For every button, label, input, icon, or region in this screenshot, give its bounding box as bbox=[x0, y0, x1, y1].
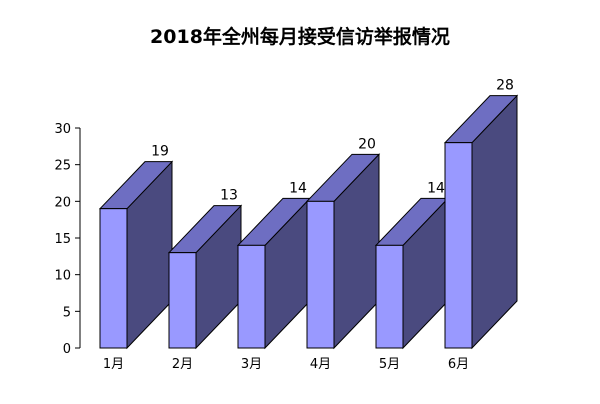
y-tick-label: 25 bbox=[54, 159, 71, 174]
y-tick-label: 10 bbox=[54, 269, 71, 284]
bar bbox=[374, 197, 450, 350]
y-tick-label: 5 bbox=[63, 305, 71, 320]
x-tick-label: 3月 bbox=[241, 357, 262, 372]
data-label: 14 bbox=[289, 180, 307, 196]
bar-front-face bbox=[306, 200, 335, 349]
bar bbox=[443, 94, 519, 350]
bar-series bbox=[98, 94, 519, 350]
data-label: 19 bbox=[151, 144, 169, 160]
bar-front-face bbox=[444, 142, 473, 349]
y-tick-label: 30 bbox=[54, 122, 71, 137]
x-tick-label: 6月 bbox=[448, 357, 469, 372]
bar-front-face bbox=[375, 244, 404, 349]
y-tick-label: 0 bbox=[63, 342, 71, 357]
bar bbox=[98, 160, 174, 350]
data-label: 14 bbox=[427, 180, 445, 196]
bar bbox=[305, 153, 381, 350]
bar-front-face bbox=[237, 244, 266, 349]
chart-title: 2018年全州每月接受信访举报情况 bbox=[150, 26, 450, 48]
bar bbox=[236, 197, 312, 350]
data-labels: 19 13 14 20 14 28 bbox=[151, 78, 514, 204]
x-tick-label: 2月 bbox=[172, 357, 193, 372]
x-tick-label: 1月 bbox=[103, 357, 124, 372]
y-axis: 0 5 10 15 20 25 30 bbox=[54, 122, 81, 357]
bar-front-face bbox=[99, 208, 128, 349]
bar bbox=[167, 204, 243, 350]
data-label: 13 bbox=[220, 188, 238, 204]
data-label: 20 bbox=[358, 136, 376, 152]
x-tick-label: 4月 bbox=[310, 357, 331, 372]
x-tick-label: 5月 bbox=[379, 357, 400, 372]
x-axis-ticks: 1月 2月 3月 4月 5月 6月 bbox=[103, 357, 469, 372]
bar-front-face bbox=[168, 252, 197, 349]
y-tick-label: 15 bbox=[54, 232, 71, 247]
y-tick-label: 20 bbox=[54, 195, 71, 210]
data-label: 28 bbox=[496, 78, 514, 94]
